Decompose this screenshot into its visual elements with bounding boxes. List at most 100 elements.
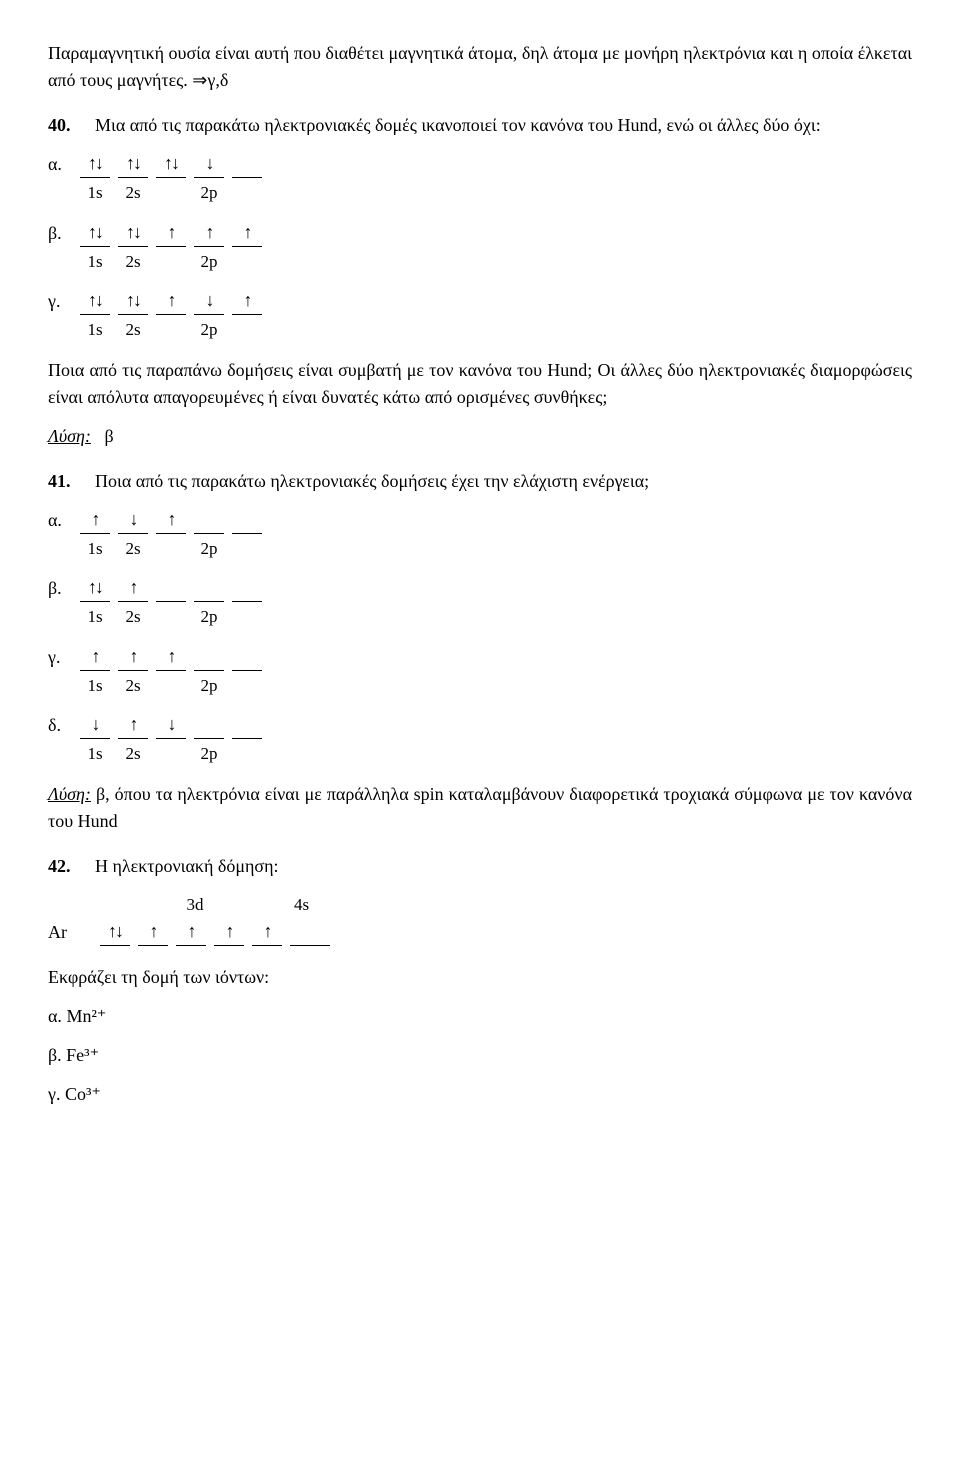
q41-text: 41. Ποια από τις παρακάτω ηλεκτρονιακές … xyxy=(48,468,912,495)
orbital-label: 1s xyxy=(80,180,110,206)
answer-text: β xyxy=(104,426,113,446)
orbital-cell: ↑ xyxy=(214,921,244,946)
q41a-label: α. xyxy=(48,507,72,534)
intro-paragraph: Παραμαγνητική ουσία είναι αυτή που διαθέ… xyxy=(48,40,912,94)
orbital-cell xyxy=(194,577,224,602)
orbital-cell xyxy=(156,577,186,602)
orbital-label: 2s xyxy=(118,604,148,630)
q41d-label: δ. xyxy=(48,712,72,739)
orbital-cell: ↑↓ xyxy=(80,577,110,602)
orbital-cell: ↑ xyxy=(118,577,148,602)
question-40: 40. Μια από τις παρακάτω ηλεκτρονιακές δ… xyxy=(48,112,912,450)
orbital-cell: ↑ xyxy=(156,222,186,247)
orbital-label: 2p xyxy=(156,180,262,206)
orbital-label: 2s xyxy=(118,673,148,699)
q41-body: Ποια από τις παρακάτω ηλεκτρονιακές δομή… xyxy=(95,471,649,491)
orbital-cell: ↓ xyxy=(194,290,224,315)
orbital-cell xyxy=(232,509,262,534)
orbital-cell: ↑ xyxy=(118,646,148,671)
answer-label: Λύση: xyxy=(48,426,91,446)
orbital-cell: ↑↓ xyxy=(80,222,110,247)
q40-text: 40. Μια από τις παρακάτω ηλεκτρονιακές δ… xyxy=(48,112,912,139)
orbital-label: 2p xyxy=(156,673,262,699)
q40-config-b: β. ↑↓ ↑↓ ↑ ↑ ↑ 1s 2s 2p xyxy=(48,220,912,275)
q42-opt-c: γ. Co³⁺ xyxy=(48,1081,912,1108)
orbital-cell: ↑ xyxy=(80,509,110,534)
orbital-cell: ↑ xyxy=(156,646,186,671)
ar-label: Ar xyxy=(48,919,92,946)
orbital-cell: ↑↓ xyxy=(80,290,110,315)
q40b-label: β. xyxy=(48,220,72,247)
q40-config-c: γ. ↑↓ ↑↓ ↑ ↓ ↑ 1s 2s 2p xyxy=(48,288,912,343)
answer-text: β, όπου τα ηλεκτρόνια είναι με παράλληλα… xyxy=(48,784,912,831)
q42-body: Η ηλεκτρονιακή δόμηση: xyxy=(95,856,279,876)
orbital-cell: ↑ xyxy=(176,921,206,946)
orbital-cell: ↑ xyxy=(232,290,262,315)
orbital-label: 2p xyxy=(156,741,262,767)
orbital-cell xyxy=(194,714,224,739)
q41-config-d: δ. ↓ ↑ ↓ 1s 2s 2p xyxy=(48,712,912,767)
orbital-label: 2s xyxy=(118,249,148,275)
q42-orbital-header: 3d 4s xyxy=(104,892,912,918)
orbital-label: 2s xyxy=(118,741,148,767)
orbital-cell: ↑ xyxy=(80,646,110,671)
q41-answer: Λύση: β, όπου τα ηλεκτρόνια είναι με παρ… xyxy=(48,781,912,835)
orbital-cell xyxy=(194,646,224,671)
orbital-cell xyxy=(232,577,262,602)
orbital-cell: ↑↓ xyxy=(100,921,130,946)
orbital-cell xyxy=(194,509,224,534)
d-label: 3d xyxy=(104,892,286,918)
orbital-label: 2p xyxy=(156,317,262,343)
orbital-cell: ↑↓ xyxy=(118,153,148,178)
orbital-label: 2p xyxy=(156,604,262,630)
question-42: 42. Η ηλεκτρονιακή δόμηση: 3d 4s Ar ↑↓ ↑… xyxy=(48,853,912,1109)
orbital-cell xyxy=(232,714,262,739)
orbital-cell xyxy=(232,153,262,178)
question-41: 41. Ποια από τις παρακάτω ηλεκτρονιακές … xyxy=(48,468,912,835)
orbital-cell: ↓ xyxy=(194,153,224,178)
q41-config-c: γ. ↑ ↑ ↑ 1s 2s 2p xyxy=(48,644,912,699)
q40a-label: α. xyxy=(48,151,72,178)
orbital-cell: ↑↓ xyxy=(156,153,186,178)
q42-opt-b: β. Fe³⁺ xyxy=(48,1042,912,1069)
orbital-cell: ↑ xyxy=(252,921,282,946)
orbital-label: 2p xyxy=(156,536,262,562)
q41b-label: β. xyxy=(48,575,72,602)
orbital-cell: ↑↓ xyxy=(118,290,148,315)
q42-text: 42. Η ηλεκτρονιακή δόμηση: xyxy=(48,853,912,880)
orbital-label: 1s xyxy=(80,604,110,630)
q42-opt-a: α. Mn²⁺ xyxy=(48,1003,912,1030)
orbital-cell: ↑ xyxy=(156,509,186,534)
orbital-label: 2s xyxy=(118,317,148,343)
orbital-cell: ↑ xyxy=(194,222,224,247)
orbital-cell xyxy=(232,646,262,671)
q40c-label: γ. xyxy=(48,288,72,315)
q41-num: 41. xyxy=(48,471,71,491)
orbital-label: 2p xyxy=(156,249,262,275)
q42-post: Εκφράζει τη δομή των ιόντων: xyxy=(48,964,912,991)
q40-config-a: α. ↑↓ ↑↓ ↑↓ ↓ 1s 2s 2p xyxy=(48,151,912,206)
orbital-label: 1s xyxy=(80,741,110,767)
q42-ar-row: Ar ↑↓ ↑ ↑ ↑ ↑ xyxy=(48,919,912,946)
orbital-label: 1s xyxy=(80,536,110,562)
q41-config-b: β. ↑↓ ↑ 1s 2s 2p xyxy=(48,575,912,630)
q41c-label: γ. xyxy=(48,644,72,671)
q40-answer: Λύση: β xyxy=(48,423,912,450)
orbital-cell: ↑ xyxy=(118,714,148,739)
orbital-cell xyxy=(290,921,330,946)
s-label: 4s xyxy=(294,892,338,918)
orbital-cell: ↓ xyxy=(118,509,148,534)
answer-label: Λύση: xyxy=(48,784,91,804)
orbital-label: 1s xyxy=(80,317,110,343)
orbital-label: 2s xyxy=(118,536,148,562)
orbital-cell: ↑ xyxy=(138,921,168,946)
orbital-cell: ↓ xyxy=(80,714,110,739)
q40-post: Ποια από τις παραπάνω δομήσεις είναι συμ… xyxy=(48,357,912,411)
q42-num: 42. xyxy=(48,856,71,876)
q41-config-a: α. ↑ ↓ ↑ 1s 2s 2p xyxy=(48,507,912,562)
orbital-cell: ↑↓ xyxy=(118,222,148,247)
q40-body: Μια από τις παρακάτω ηλεκτρονιακές δομές… xyxy=(95,115,821,135)
orbital-label: 1s xyxy=(80,673,110,699)
orbital-label: 1s xyxy=(80,249,110,275)
orbital-cell: ↑↓ xyxy=(80,153,110,178)
